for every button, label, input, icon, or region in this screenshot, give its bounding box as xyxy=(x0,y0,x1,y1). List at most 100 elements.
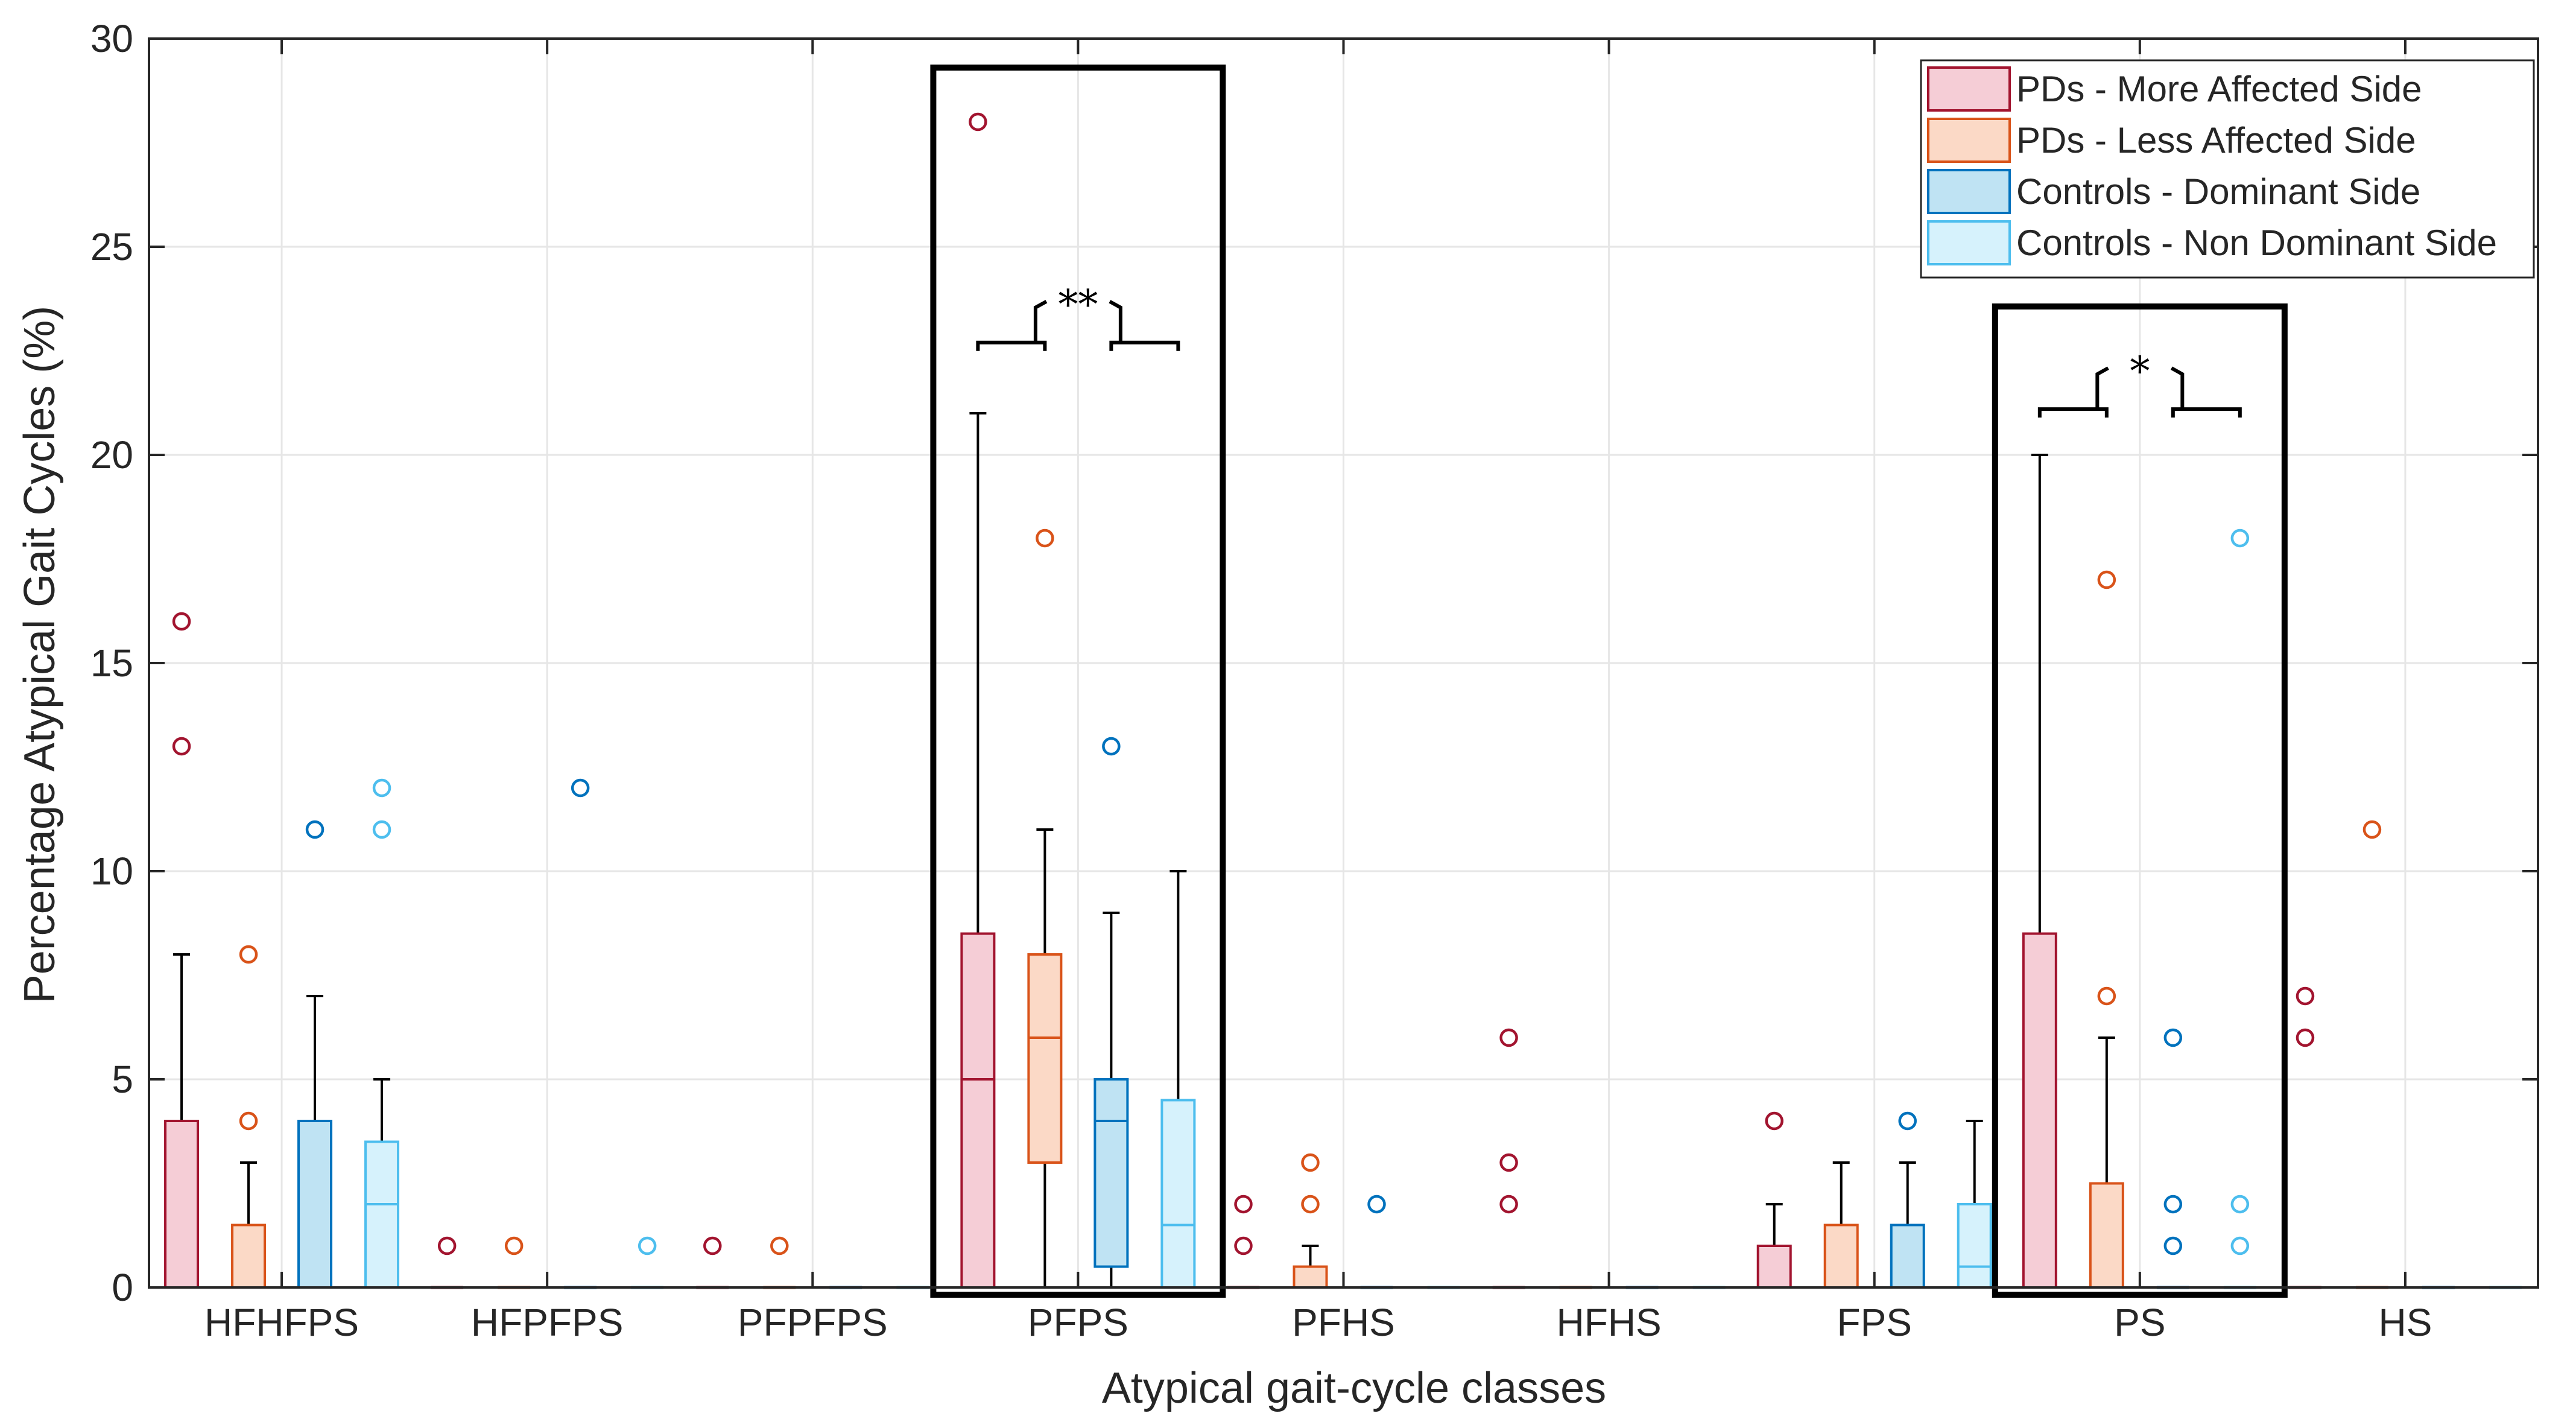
legend-swatch xyxy=(1927,118,2011,163)
significance-PS: * xyxy=(2037,348,2242,418)
outlier-point xyxy=(969,112,987,132)
legend-swatch xyxy=(1927,169,2011,214)
x-axis-label: Atypical gait-cycle classes xyxy=(1102,1364,1606,1412)
significance-label: ** xyxy=(1058,282,1098,328)
legend-label: PDs - Less Affected Side xyxy=(2016,120,2416,160)
box-body xyxy=(164,1120,200,1289)
right-bracket xyxy=(2171,407,2242,418)
box-body xyxy=(1027,953,1063,1164)
outlier-point xyxy=(1301,1195,1320,1214)
box-FPS-series-3 xyxy=(1890,1111,1925,1289)
left-bracket-stem xyxy=(2095,366,2109,410)
x-tick-label: HFPFPS xyxy=(471,1301,623,1344)
box-body xyxy=(1093,1078,1129,1268)
outlier-point xyxy=(2296,986,2315,1006)
x-tick-label: PS xyxy=(2114,1301,2165,1344)
box-HFHFPS-series-4 xyxy=(364,778,400,1289)
left-bracket-stem xyxy=(1033,300,1048,343)
outlier-point xyxy=(504,1236,524,1255)
outlier-point xyxy=(437,1236,457,1255)
legend-entry-2: PDs - Less Affected Side xyxy=(1927,118,2416,163)
significance-annotations: *** xyxy=(976,282,2242,418)
outlier-point xyxy=(239,1111,258,1131)
legend-label: Controls - Non Dominant Side xyxy=(2016,223,2497,263)
outlier-point xyxy=(1301,1153,1320,1172)
right-bracket xyxy=(1109,340,1180,351)
outlier-point xyxy=(1367,1195,1386,1214)
outlier-point xyxy=(2097,986,2116,1006)
outlier-point xyxy=(1102,737,1121,756)
significance-label: * xyxy=(2130,348,2150,395)
y-tick-label: 30 xyxy=(90,17,133,60)
box-body xyxy=(364,1140,400,1289)
box-body xyxy=(231,1224,267,1289)
legend: PDs - More Affected Side PDs - Less Affec… xyxy=(1920,59,2535,279)
outlier-point xyxy=(770,1236,789,1255)
box-PS-series-1 xyxy=(2022,454,2057,1289)
legend-swatch xyxy=(1927,66,2011,112)
outlier-point xyxy=(305,820,324,839)
x-tick-label: PFPS xyxy=(1028,1301,1128,1344)
outlier-point xyxy=(703,1236,722,1255)
y-tick-label: 10 xyxy=(90,849,133,893)
box-PFPS-series-4 xyxy=(1160,870,1196,1289)
outlier-point xyxy=(172,737,191,756)
box-body xyxy=(1160,1099,1196,1289)
outlier-point xyxy=(638,1236,657,1255)
significance-PFPS: ** xyxy=(976,282,1180,351)
box-PFPS-series-3 xyxy=(1093,737,1129,1289)
outlier-point xyxy=(1234,1236,1253,1255)
axes: 0 5 10 15 20 25 30 HFHFPS HFPFPS PFPFPS PFPS PFHS HF… xyxy=(90,17,2539,1344)
outlier-point xyxy=(2362,820,2382,839)
x-tick-label: HFHFPS xyxy=(204,1301,359,1344)
grid-lines xyxy=(149,37,2538,1289)
y-tick-label: 25 xyxy=(90,225,133,268)
outlier-point xyxy=(2097,570,2116,589)
box-body xyxy=(1957,1203,1992,1289)
outlier-point xyxy=(1234,1195,1253,1214)
box-body xyxy=(1823,1224,1859,1289)
outlier-point xyxy=(2163,1236,2183,1255)
outlier-point xyxy=(2163,1195,2183,1214)
legend-label: Controls - Dominant Side xyxy=(2016,171,2420,212)
outlier-point xyxy=(2230,1236,2250,1255)
legend-frame xyxy=(1920,59,2535,279)
box-body xyxy=(2022,932,2057,1289)
x-tick-label: FPS xyxy=(1837,1301,1911,1344)
outlier-point xyxy=(372,820,391,839)
legend-swatch xyxy=(1927,220,2011,265)
legend-entry-1: PDs - More Affected Side xyxy=(1927,66,2422,112)
x-tick-label: PFPFPS xyxy=(738,1301,888,1344)
outlier-point xyxy=(2230,1195,2250,1214)
y-tick-label: 20 xyxy=(90,433,133,477)
outlier-point xyxy=(1898,1111,1917,1131)
box-HFHFPS-series-1 xyxy=(164,612,200,1289)
y-tick-label: 15 xyxy=(90,641,133,685)
highlight-boxes xyxy=(930,65,2288,1298)
y-axis-label: Percentage Atypical Gait Cycles (%) xyxy=(16,306,64,1003)
x-tick-label: HFHS xyxy=(1557,1301,1662,1344)
right-bracket-stem xyxy=(1109,300,1122,343)
outlier-point xyxy=(2230,528,2250,548)
outlier-point xyxy=(1499,1028,1518,1047)
legend-label: PDs - More Affected Side xyxy=(2016,69,2422,109)
box-body xyxy=(2089,1182,2124,1289)
box-body xyxy=(1890,1224,1925,1289)
box-body xyxy=(960,932,996,1289)
legend-entry-3: Controls - Dominant Side xyxy=(1927,169,2420,214)
y-tick-label: 0 xyxy=(112,1266,133,1309)
box-HFHFPS-series-2 xyxy=(231,945,267,1289)
box-FPS-series-2 xyxy=(1823,1161,1859,1289)
right-bracket-stem xyxy=(2170,366,2185,410)
box-body xyxy=(1293,1265,1328,1289)
outlier-point xyxy=(372,778,391,798)
boxes-layer xyxy=(164,112,2522,1289)
outlier-point xyxy=(172,612,191,631)
highlight-box-PFPS xyxy=(930,65,1226,1298)
outlier-point xyxy=(239,945,258,964)
outlier-point xyxy=(1765,1111,1783,1131)
box-body xyxy=(297,1120,333,1289)
outlier-point xyxy=(2296,1028,2315,1047)
outlier-point xyxy=(1499,1153,1518,1172)
